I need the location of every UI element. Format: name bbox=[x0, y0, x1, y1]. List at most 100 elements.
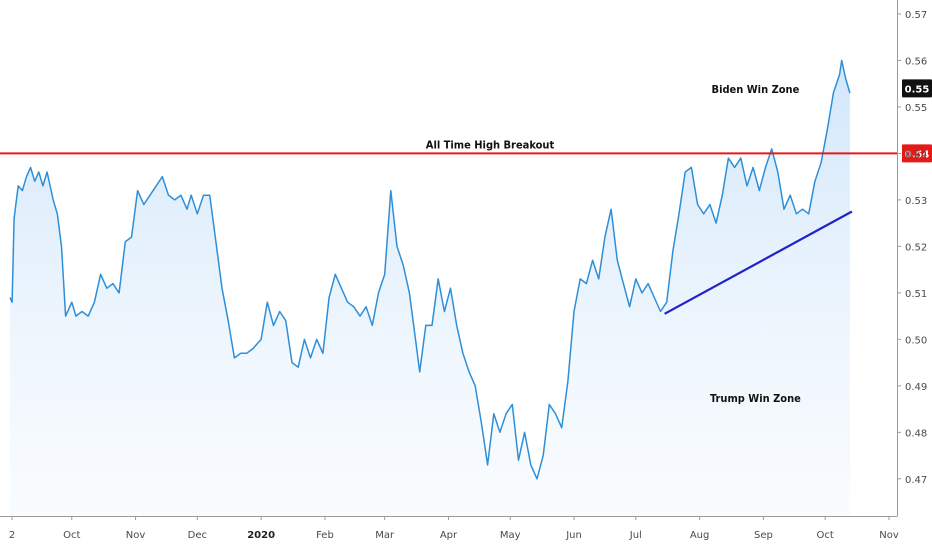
data-point bbox=[734, 167, 736, 169]
data-point bbox=[22, 190, 24, 192]
data-point bbox=[65, 315, 67, 317]
data-point bbox=[11, 301, 13, 303]
data-point bbox=[75, 315, 77, 317]
data-point bbox=[246, 353, 248, 355]
data-point bbox=[647, 283, 649, 285]
y-tick-label: 0.54 bbox=[905, 149, 927, 160]
data-point bbox=[71, 301, 73, 303]
y-tick-label: 0.52 bbox=[905, 242, 927, 253]
data-point bbox=[849, 92, 851, 94]
data-point bbox=[740, 157, 742, 159]
data-point bbox=[38, 171, 40, 173]
x-tick-label: Nov bbox=[126, 530, 146, 541]
data-point bbox=[598, 278, 600, 280]
y-tick-label: 0.57 bbox=[905, 10, 927, 21]
x-tick-label: Mar bbox=[375, 530, 395, 541]
last-price-badge bbox=[902, 79, 932, 98]
data-point bbox=[431, 325, 433, 327]
data-point bbox=[456, 325, 458, 327]
data-point bbox=[635, 278, 637, 280]
data-point bbox=[610, 208, 612, 210]
data-point bbox=[437, 278, 439, 280]
x-tick-label: Feb bbox=[316, 530, 334, 541]
data-point bbox=[353, 306, 355, 308]
data-point bbox=[310, 357, 312, 359]
data-point bbox=[530, 464, 532, 466]
data-point bbox=[347, 301, 349, 303]
data-point bbox=[81, 311, 83, 313]
data-point bbox=[789, 194, 791, 196]
data-point bbox=[372, 325, 374, 327]
data-point bbox=[174, 199, 176, 201]
x-tick-label: Aug bbox=[690, 530, 710, 541]
data-point bbox=[234, 357, 236, 359]
data-point bbox=[845, 78, 847, 80]
data-point bbox=[390, 190, 392, 192]
data-point bbox=[335, 274, 337, 276]
x-tick-label: Oct bbox=[817, 530, 834, 541]
data-point bbox=[155, 185, 157, 187]
data-point bbox=[100, 274, 102, 276]
data-point bbox=[316, 339, 318, 341]
data-point bbox=[462, 353, 464, 355]
data-point bbox=[684, 171, 686, 173]
data-point bbox=[297, 366, 299, 368]
data-point bbox=[87, 315, 89, 317]
data-point bbox=[425, 325, 427, 327]
data-point bbox=[240, 353, 242, 355]
data-point bbox=[814, 181, 816, 183]
data-point bbox=[273, 325, 275, 327]
data-point bbox=[52, 199, 54, 201]
y-tick-label: 0.50 bbox=[905, 335, 927, 346]
data-point bbox=[291, 362, 293, 364]
data-point bbox=[555, 413, 557, 415]
x-tick-label: Apr bbox=[440, 530, 458, 541]
data-point bbox=[586, 283, 588, 285]
data-point bbox=[118, 292, 120, 294]
x-tick-label: 2 bbox=[9, 530, 15, 541]
data-point bbox=[826, 129, 828, 131]
data-point bbox=[365, 306, 367, 308]
data-point bbox=[13, 218, 15, 220]
data-point bbox=[765, 167, 767, 169]
data-point bbox=[285, 320, 287, 322]
data-point bbox=[419, 371, 421, 373]
data-point bbox=[137, 190, 139, 192]
x-tick-label: May bbox=[500, 530, 521, 541]
x-tick-label: Oct bbox=[63, 530, 80, 541]
data-point bbox=[9, 297, 11, 299]
data-point bbox=[703, 213, 705, 215]
series-line bbox=[9, 59, 851, 480]
data-point bbox=[46, 171, 48, 173]
data-point bbox=[728, 157, 730, 159]
data-point bbox=[802, 208, 804, 210]
data-point bbox=[267, 301, 269, 303]
data-point bbox=[709, 204, 711, 206]
data-point bbox=[536, 478, 538, 480]
data-point bbox=[487, 464, 489, 466]
data-point bbox=[672, 250, 674, 252]
data-point bbox=[180, 194, 182, 196]
data-point bbox=[94, 301, 96, 303]
data-point bbox=[641, 292, 643, 294]
data-point bbox=[221, 287, 223, 289]
data-point bbox=[209, 194, 211, 196]
y-tick-label: 0.55 bbox=[905, 103, 927, 114]
x-tick-label: Nov bbox=[879, 530, 899, 541]
data-point bbox=[149, 194, 151, 196]
x-tick-label: Jul bbox=[629, 530, 642, 541]
data-point bbox=[841, 60, 843, 62]
data-point bbox=[493, 413, 495, 415]
data-point bbox=[227, 320, 229, 322]
data-point bbox=[402, 264, 404, 266]
data-point bbox=[396, 246, 398, 248]
y-tick-label: 0.49 bbox=[905, 382, 927, 393]
data-point bbox=[143, 204, 145, 206]
data-point bbox=[42, 185, 44, 187]
data-point bbox=[131, 236, 133, 238]
data-point bbox=[125, 241, 127, 243]
data-point bbox=[203, 194, 205, 196]
ath-price-badge bbox=[902, 144, 932, 163]
x-tick-label: Jun bbox=[565, 530, 582, 541]
data-point bbox=[304, 339, 306, 341]
